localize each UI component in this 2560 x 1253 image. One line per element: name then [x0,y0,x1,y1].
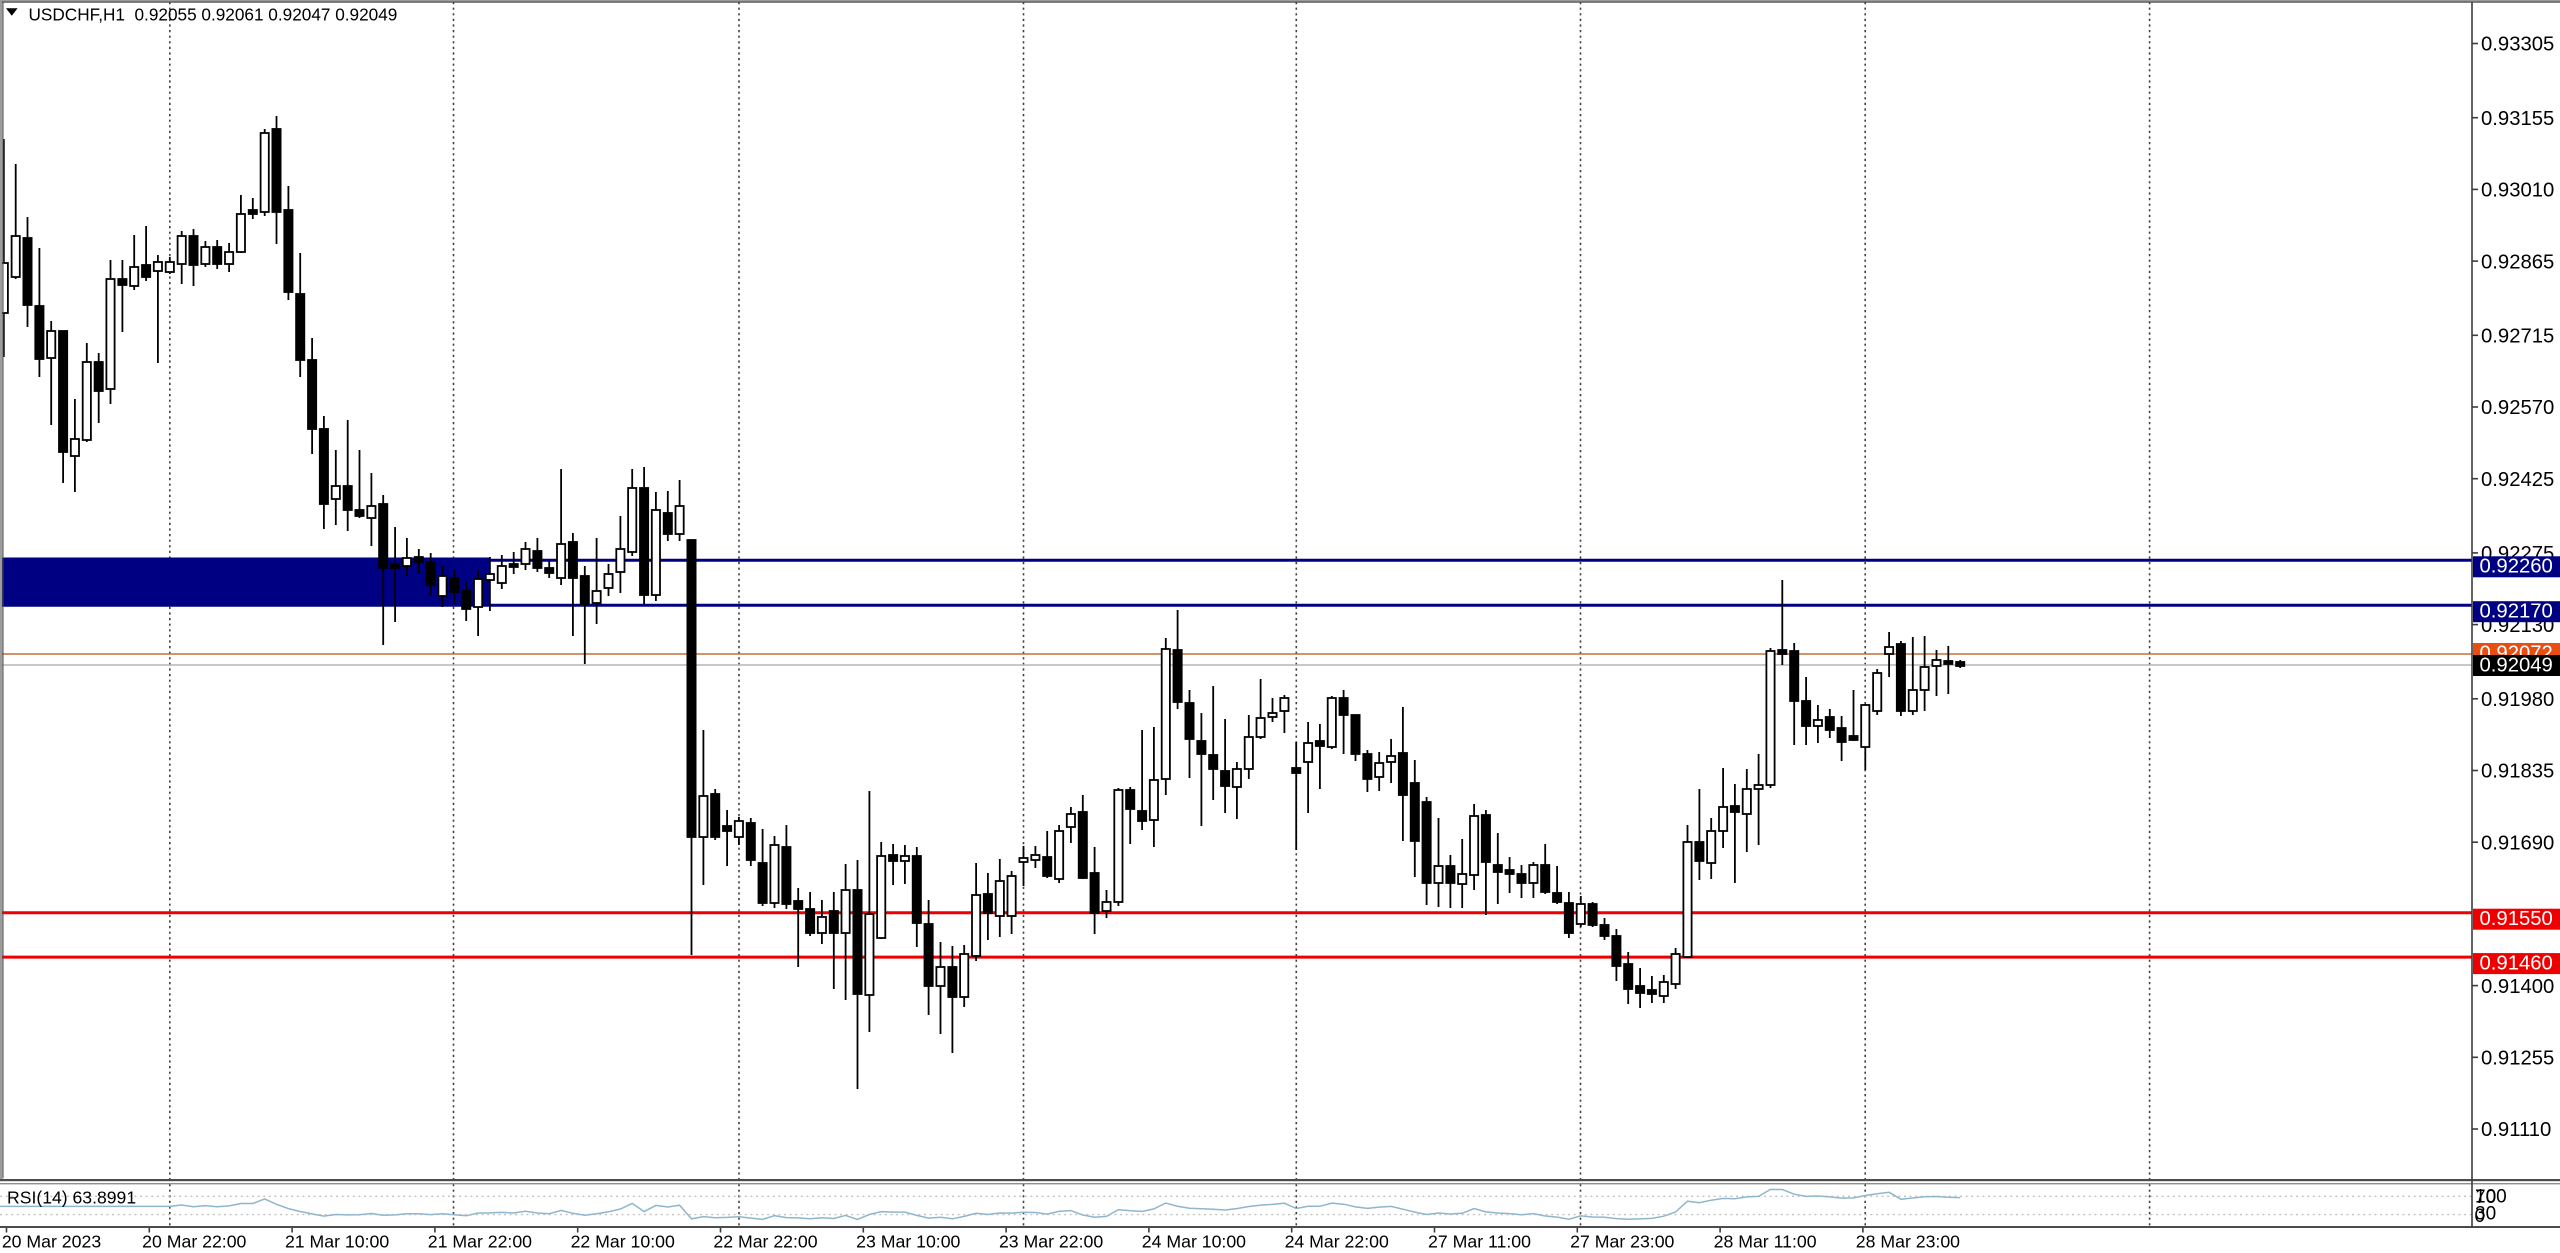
svg-text:28 Mar 11:00: 28 Mar 11:00 [1714,1232,1817,1252]
svg-text:22 Mar 10:00: 22 Mar 10:00 [571,1232,675,1252]
svg-text:20 Mar 2023: 20 Mar 2023 [2,1232,101,1252]
svg-text:0.92049: 0.92049 [2480,654,2553,676]
svg-text:20 Mar 22:00: 20 Mar 22:00 [142,1232,246,1252]
svg-text:0.91110: 0.91110 [2481,1119,2551,1141]
svg-text:24 Mar 10:00: 24 Mar 10:00 [1142,1232,1246,1252]
svg-text:0.92570: 0.92570 [2481,397,2554,419]
svg-text:0.91835: 0.91835 [2481,761,2554,783]
svg-text:0.92865: 0.92865 [2481,251,2554,273]
svg-text:0.92715: 0.92715 [2481,326,2554,348]
svg-text:0.92425: 0.92425 [2481,469,2554,491]
svg-text:23 Mar 10:00: 23 Mar 10:00 [856,1232,960,1252]
svg-text:USDCHF,H1 0.92055 0.92061 0.9: USDCHF,H1 0.92055 0.92061 0.92047 0.9204… [29,5,398,25]
svg-text:30: 30 [2475,1204,2496,1225]
svg-text:22 Mar 22:00: 22 Mar 22:00 [713,1232,817,1252]
svg-text:27 Mar 23:00: 27 Mar 23:00 [1570,1232,1674,1252]
svg-text:21 Mar 10:00: 21 Mar 10:00 [285,1232,389,1252]
svg-text:RSI(14) 63.8991: RSI(14) 63.8991 [7,1188,136,1208]
svg-text:24 Mar 22:00: 24 Mar 22:00 [1285,1232,1389,1252]
svg-text:0.91400: 0.91400 [2481,976,2554,998]
svg-text:21 Mar 22:00: 21 Mar 22:00 [428,1232,532,1252]
svg-text:0.92170: 0.92170 [2480,601,2553,623]
svg-text:0.93010: 0.93010 [2481,180,2554,202]
svg-text:23 Mar 22:00: 23 Mar 22:00 [999,1232,1103,1252]
svg-text:0.91980: 0.91980 [2481,689,2554,711]
svg-text:0.93155: 0.93155 [2481,108,2554,130]
svg-text:27 Mar 11:00: 27 Mar 11:00 [1428,1232,1531,1252]
svg-text:0: 0 [2475,1206,2486,1227]
svg-text:28 Mar 23:00: 28 Mar 23:00 [1856,1232,1960,1252]
svg-text:0.91550: 0.91550 [2480,908,2553,930]
svg-text:0.91255: 0.91255 [2481,1048,2554,1070]
svg-text:100: 100 [2475,1187,2507,1208]
svg-text:0.93305: 0.93305 [2481,34,2554,56]
svg-text:0.91460: 0.91460 [2480,952,2553,974]
svg-text:70: 70 [2475,1187,2496,1208]
svg-text:0.91690: 0.91690 [2481,832,2554,854]
svg-text:0.92260: 0.92260 [2480,556,2553,578]
